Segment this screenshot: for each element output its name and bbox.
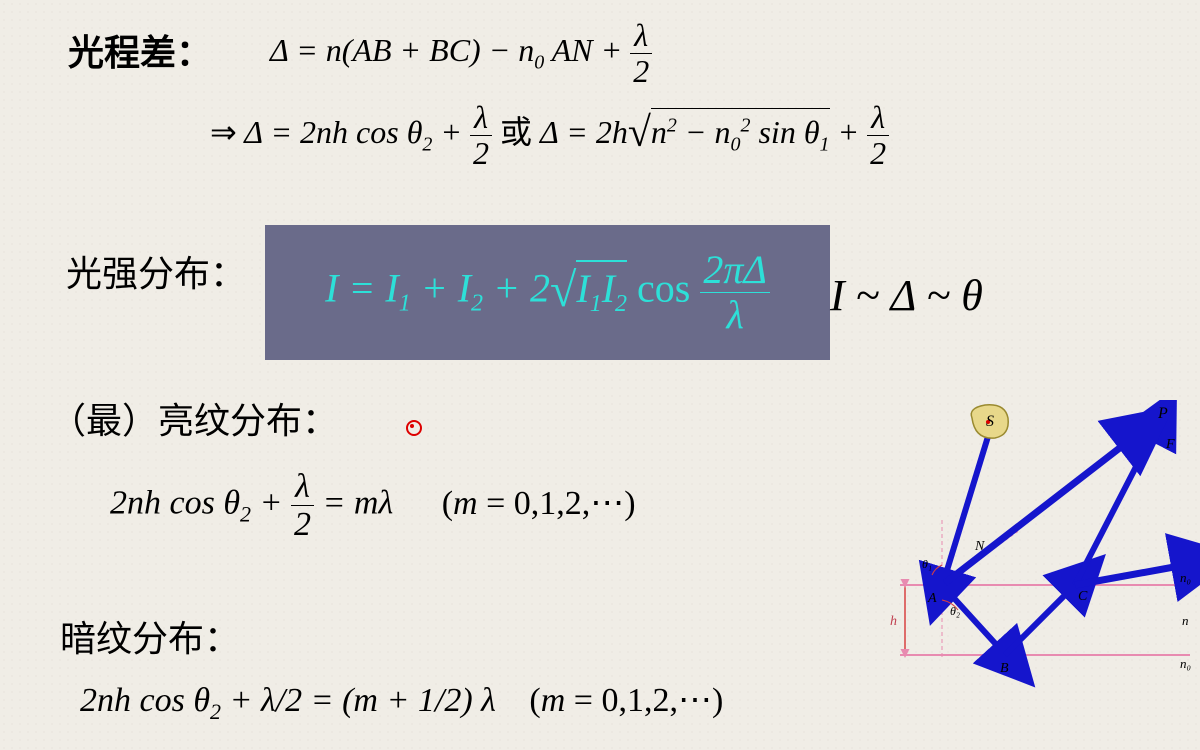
t: cos [627,266,700,311]
t: λ [630,18,652,54]
t: + λ/2 = (m + 1/2) λ [221,682,496,719]
opd-label: 光程差： [68,24,212,76]
t: + [251,485,291,522]
t: = mλ [314,485,393,522]
t: 2 [291,506,314,543]
t: I [576,266,589,311]
t: 0 [534,51,544,73]
t: 2πΔ [700,248,770,293]
svg-text:B: B [1000,661,1009,676]
t: n [651,114,667,150]
t: 2 [667,114,677,136]
svg-text:A: A [927,591,937,606]
t: 2 [240,501,251,526]
opd-equation-2: ⇒ Δ = 2nh cos θ2 + λ2 或 Δ = 2h√n2 − n02 … [210,100,889,171]
t: 1 [590,291,602,317]
dark-label: 暗纹分布： [60,610,240,662]
t: λ [470,100,492,136]
t: 0 [730,133,740,155]
t: 2 [470,136,492,171]
t: 1 [399,291,411,317]
laser-cursor-icon [406,420,422,436]
t: 2 [867,136,889,171]
intensity-relation: I ~ Δ ~ θ [830,270,983,321]
t: λ [700,293,770,337]
t: 或 [492,114,540,150]
t: I [602,266,615,311]
svg-text:n₀: n₀ [1180,656,1191,671]
opd-equation-1: Δ = n(AB + BC) − n0 AN + λ2 [270,18,652,89]
svg-text:h: h [890,614,897,629]
svg-text:θ₂: θ₂ [950,604,960,618]
t: 2 [630,54,652,89]
t: + 2 [483,266,550,311]
intensity-label: 光强分布： [66,245,246,297]
t: 2nh cos θ [80,682,210,719]
bright-equation: 2nh cos θ2 + λ2 = mλ (m = 0,1,2,⋯) [110,468,636,544]
t: 2 [422,133,432,155]
t: λ [291,468,314,506]
t: 2nh cos θ [110,485,240,522]
t: + I [411,266,471,311]
svg-text:n₀: n₀ [1180,570,1191,585]
svg-text:N: N [974,539,985,554]
t: sin θ [750,114,819,150]
svg-text:S: S [986,413,994,430]
bright-label: （最）亮纹分布： [50,392,338,444]
t: λ [867,100,889,136]
t: Δ = 2nh cos θ [237,114,423,150]
t: 1 [820,133,830,155]
t: 2 [740,114,750,136]
svg-text:P: P [1157,405,1168,422]
t: 2 [471,291,483,317]
svg-text:n: n [1182,613,1189,628]
t: Δ = 2h [540,114,628,150]
intensity-formula-box: I = I1 + I2 + 2√I1I2 cos 2πΔλ [265,225,830,360]
svg-text:F: F [1165,437,1175,452]
svg-text:C: C [1078,589,1088,604]
t: + [830,114,868,150]
t: ⇒ [210,114,237,150]
t: 2 [615,291,627,317]
dark-equation: 2nh cos θ2 + λ/2 = (m + 1/2) λ (m = 0,1,… [80,680,723,725]
t: I = I [325,266,399,311]
ray-diagram: S P F N A C B θ₁ θ₂ h n₀ n n₀ [890,400,1200,690]
t: + [432,114,470,150]
t: − n [677,114,731,150]
t: Δ = n(AB + BC) − n [270,32,534,68]
svg-text:θ₁: θ₁ [922,557,932,571]
t: 2 [210,699,221,724]
t: AN + [544,32,630,68]
